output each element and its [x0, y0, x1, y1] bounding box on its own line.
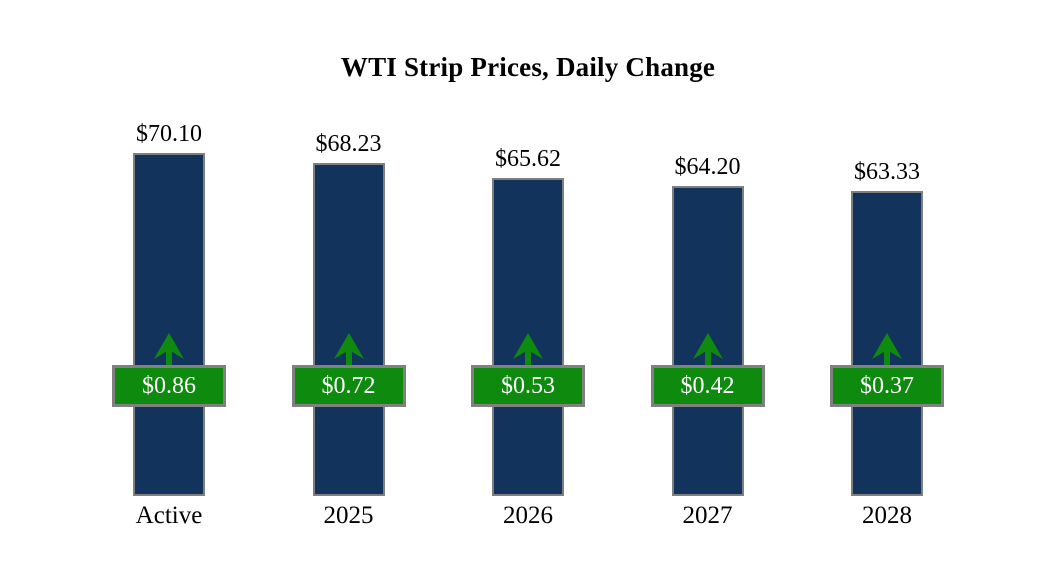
category-label: 2027	[682, 502, 733, 529]
daily-change-badge: $0.72	[291, 365, 406, 407]
daily-change-badge: $0.86	[112, 365, 226, 407]
up-arrow-icon	[332, 333, 366, 366]
bar-value-label: $63.33	[854, 158, 920, 185]
category-label: 2028	[862, 502, 912, 529]
chart-title: WTI Strip Prices, Daily Change	[340, 52, 716, 82]
bar-value-label: $64.20	[674, 153, 741, 180]
daily-change-badge: $0.42	[650, 365, 765, 407]
daily-change-value: $0.37	[860, 372, 914, 399]
category-label: Active	[135, 502, 203, 529]
bar	[312, 163, 385, 496]
category-label: 2026	[503, 502, 553, 529]
bar	[133, 152, 205, 496]
up-arrow-icon	[152, 333, 186, 366]
daily-change-value: $0.72	[321, 372, 376, 399]
category-label: 2025	[323, 502, 374, 529]
bar-value-label: $68.23	[315, 131, 382, 158]
daily-change-value: $0.42	[680, 372, 735, 399]
bar-value-label: $70.10	[136, 120, 202, 147]
daily-change-badge: $0.37	[830, 365, 944, 407]
up-arrow-icon	[511, 333, 545, 366]
bar-group: $68.23 $0.72 2025	[269, 0, 429, 576]
bar-value-label: $65.62	[495, 145, 561, 172]
bar-group: $65.62 $0.53 2026	[448, 0, 608, 576]
bar-group: $64.20 $0.42 2027	[628, 0, 788, 576]
bar-group: $63.33 $0.37 2028	[807, 0, 967, 576]
bar-group: $70.10 $0.86 Active	[89, 0, 249, 576]
daily-change-value: $0.86	[142, 372, 196, 399]
daily-change-badge: $0.53	[471, 365, 585, 407]
up-arrow-icon	[691, 333, 725, 366]
up-arrow-icon	[870, 333, 904, 366]
daily-change-value: $0.53	[501, 372, 555, 399]
